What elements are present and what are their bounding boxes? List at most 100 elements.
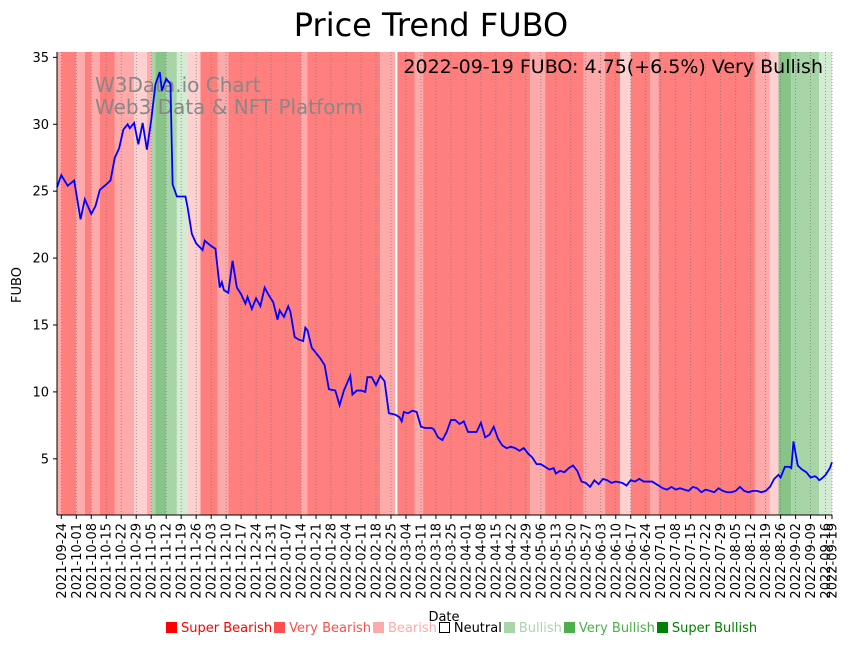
sentiment-band-neutral_light [134, 52, 147, 515]
sentiment-band-very_bearish [630, 52, 651, 515]
legend-item: Neutral [438, 621, 502, 636]
sentiment-band-very_bearish [545, 52, 584, 515]
y-axis-label: FUBO [10, 267, 25, 303]
x-tick-label: 2022-08-26 [774, 523, 789, 599]
legend-label: Bearish [387, 621, 437, 636]
x-tick-label: 2021-10-15 [100, 523, 115, 599]
x-tick-label: 2021-12-24 [250, 523, 265, 599]
watermark-line-1: W3Data.io Chart [95, 73, 261, 97]
x-tick-label: 2022-03-11 [414, 523, 429, 599]
legend-label: Bullish [518, 621, 562, 636]
sentiment-band-bearish [146, 52, 152, 515]
x-tick-label: 2022-05-13 [549, 523, 564, 599]
x-tick-label: 2022-04-08 [474, 523, 489, 599]
x-tick-label: 2022-07-29 [714, 523, 729, 599]
y-tick-label: 15 [32, 318, 49, 333]
x-tick-label: 2022-09-09 [804, 523, 819, 599]
sentiment-bands [57, 52, 832, 515]
legend-swatch [656, 622, 668, 633]
x-tick-label: 2021-10-29 [130, 523, 145, 599]
x-tick-label: 2022-08-19 [759, 523, 774, 599]
legend-label: Super Bearish [181, 621, 273, 636]
sentiment-band-very_bearish [605, 52, 621, 515]
legend-swatch [503, 622, 515, 633]
sentiment-band-bearish [380, 52, 396, 515]
sentiment-band-bullish [791, 52, 820, 515]
sentiment-band-neutral [395, 52, 398, 515]
x-tick-label: 2022-07-08 [669, 523, 684, 599]
sentiment-band-bearish [91, 52, 100, 515]
x-tick-label: 2021-09-24 [55, 523, 70, 599]
chart-title: Price Trend FUBO [294, 6, 568, 44]
sentiment-band-neutral_light [620, 52, 631, 515]
y-tick-label: 5 [41, 452, 49, 467]
legend-item: Super Bullish [656, 621, 758, 636]
legend-swatch [563, 622, 575, 633]
sentiment-band-bullish_light [176, 52, 188, 515]
x-tick-label: 2022-03-18 [429, 523, 444, 599]
sentiment-band-bearish [530, 52, 546, 515]
legend-item: Bullish [503, 621, 562, 636]
sentiment-band-very_bearish [658, 52, 755, 515]
x-tick-label: 2021-12-17 [235, 523, 250, 599]
x-tick-label: 2022-03-04 [399, 523, 414, 599]
axes [56, 52, 832, 516]
x-tick-label: 2022-01-21 [310, 523, 325, 599]
x-tick-label: 2021-11-12 [160, 523, 175, 599]
x-tick-label: 2022-03-25 [444, 523, 459, 599]
legend-item: Super Bearish [166, 621, 272, 636]
legend-item: Very Bearish [274, 621, 371, 636]
sentiment-band-bullish [166, 52, 177, 515]
x-tick-label: 2021-12-31 [265, 523, 280, 599]
y-tick-label: 35 [32, 51, 49, 66]
x-tick-label: 2022-01-07 [280, 523, 295, 599]
legend-swatch [274, 622, 286, 633]
legend-label: Very Bearish [289, 621, 371, 636]
x-ticks: 2021-09-24 2021-10-01 2021-10-08 2021-10-15… [55, 515, 841, 599]
x-tick-label: 2022-06-17 [624, 523, 639, 599]
sentiment-band-very_bearish [307, 52, 381, 515]
x-tick-label: 2022-05-27 [579, 523, 594, 599]
x-tick-label: 2022-04-15 [489, 523, 504, 599]
x-tick-label: 2022-09-16 [819, 523, 834, 599]
y-tick-label: 10 [32, 385, 49, 400]
sentiment-band-very_bullish [155, 52, 167, 515]
x-tick-label: 2022-09-02 [789, 523, 804, 599]
y-tick-label: 25 [32, 185, 49, 200]
x-tick-label: 2022-02-18 [369, 523, 384, 599]
sentiment-band-neutral_light [769, 52, 779, 515]
x-tick-label: 2022-08-12 [744, 523, 759, 599]
legend-swatch [438, 622, 450, 633]
x-tick-label: 2022-02-25 [384, 523, 399, 599]
x-tick-label: 2022-04-29 [519, 523, 534, 599]
x-tick-label: 2021-10-22 [115, 523, 130, 599]
sentiment-band-very_bearish [61, 52, 77, 515]
sentiment-band-bearish [114, 52, 135, 515]
watermark-line-2: Web3 Data & NFT Platform [95, 95, 363, 119]
sentiment-band-bearish [583, 52, 606, 515]
x-tick-label: 2022-06-24 [639, 523, 654, 599]
sentiment-band-bearish [57, 52, 62, 515]
x-tick-label: 2021-10-08 [85, 523, 100, 599]
x-tick-label: 2022-02-11 [355, 523, 370, 599]
x-tick-label: 2021-10-01 [70, 523, 85, 599]
sentiment-band-bearish [414, 52, 424, 515]
sentiment-band-very_bullish [778, 52, 792, 515]
sentiment-band-very_bearish [423, 52, 531, 515]
x-tick-label: 2022-07-01 [654, 523, 669, 599]
sentiment-band-very_bearish [200, 52, 218, 515]
y-tick-label: 20 [32, 252, 49, 267]
legend-label: Super Bullish [671, 621, 758, 636]
latest-price-annotation: 2022-09-19 FUBO: 4.75(+6.5%) Very Bullis… [403, 56, 823, 78]
legend-item: Bearish [372, 621, 437, 636]
legend-item: Very Bullish [563, 621, 655, 636]
x-tick-label: 2022-09-19 [826, 523, 841, 599]
x-tick-label: 2022-06-03 [594, 523, 609, 599]
x-tick-label: 2022-06-10 [609, 523, 624, 599]
x-tick-label: 2022-01-28 [325, 523, 340, 599]
x-tick-label: 2022-07-22 [699, 523, 714, 599]
x-tick-label: 2022-02-04 [340, 523, 355, 599]
legend-swatch [166, 622, 177, 633]
sentiment-band-very_bearish [99, 52, 115, 515]
y-ticks: 5 10 15 20 25 30 35 [32, 51, 57, 467]
